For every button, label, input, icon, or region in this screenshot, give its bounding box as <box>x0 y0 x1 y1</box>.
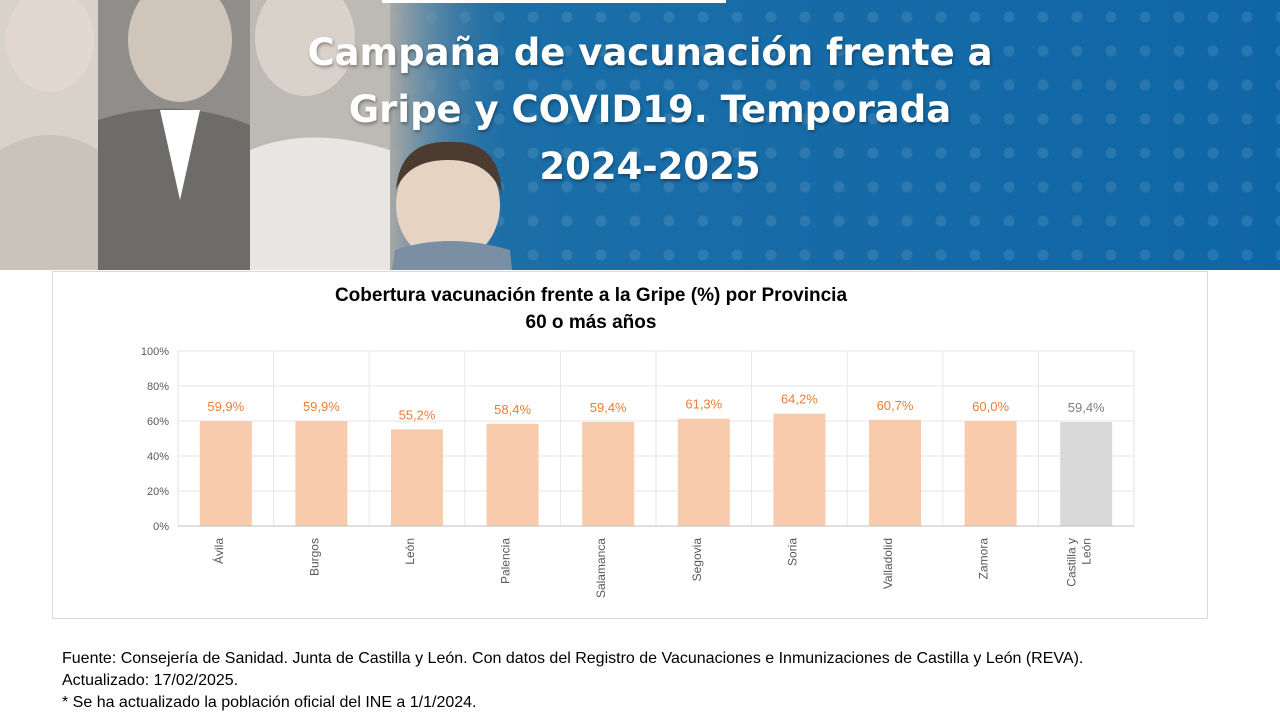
x-tick-label: Valladolid <box>881 538 895 589</box>
bar-value-label: 60,7% <box>877 398 914 413</box>
x-category-label: Salamanca <box>594 538 608 598</box>
bar <box>391 429 443 526</box>
bar <box>582 422 635 526</box>
banner-people-photo <box>0 0 520 270</box>
x-category-label: Castilla y León <box>1065 538 1094 587</box>
x-category-label: Palencia <box>499 538 513 584</box>
x-tick-label: Soria <box>785 538 799 566</box>
footer-source: Fuente: Consejería de Sanidad. Junta de … <box>62 650 1084 667</box>
bar-value-label: 61,3% <box>685 397 722 412</box>
banner-top-line <box>382 0 726 3</box>
x-category-label: Zamora <box>977 538 991 580</box>
bar <box>677 418 730 526</box>
bar <box>199 421 252 526</box>
x-tick-label: León <box>1080 538 1094 565</box>
bar <box>773 413 826 526</box>
y-tick-label: 20% <box>147 486 169 498</box>
x-tick-label: Segovia <box>690 538 704 582</box>
footer: Fuente: Consejería de Sanidad. Junta de … <box>62 648 1262 714</box>
x-category-label: Ávila <box>211 538 226 564</box>
bar <box>1060 422 1113 526</box>
x-tick-label: Salamanca <box>594 538 608 598</box>
bar <box>869 419 921 526</box>
bar-value-label: 55,2% <box>399 407 436 422</box>
bar <box>486 423 539 526</box>
footer-updated: Actualizado: 17/02/2025. <box>62 672 239 689</box>
x-category-label: León <box>403 538 417 565</box>
x-category-label: Segovia <box>690 538 704 582</box>
bar-value-label: 64,2% <box>781 392 818 407</box>
bar <box>964 421 1017 526</box>
y-tick-label: 80% <box>147 381 169 393</box>
x-category-label: Soria <box>785 538 799 566</box>
x-tick-label: Ávila <box>211 538 226 564</box>
bar-value-label: 59,4% <box>590 400 627 415</box>
y-tick-label: 0% <box>153 521 169 533</box>
footer-note: * Se ha actualizado la población oficial… <box>62 694 477 711</box>
x-tick-label: Palencia <box>499 538 513 584</box>
y-tick-label: 40% <box>147 451 169 463</box>
bar-value-label: 59,9% <box>207 399 244 414</box>
bar-value-label: 59,4% <box>1068 400 1105 415</box>
chart-title-line-1: Cobertura vacunación frente a la Gripe (… <box>334 285 848 306</box>
banner-title-line-1: Campaña de vacunación frente a <box>307 31 993 74</box>
bar-value-label: 59,9% <box>303 399 340 414</box>
x-category-label: Burgos <box>307 538 321 576</box>
x-tick-label: Castilla y <box>1065 538 1079 587</box>
x-tick-label: Burgos <box>307 538 321 576</box>
banner-dot-pattern <box>380 0 1280 270</box>
bar-value-label: 60,0% <box>972 399 1009 414</box>
bar <box>295 421 348 526</box>
banner-title-line-2: Gripe y COVID19. Temporada <box>348 88 952 131</box>
banner-title-line-3: 2024-2025 <box>539 145 761 188</box>
chart-title-line-2: 60 o más años <box>525 312 657 333</box>
x-tick-label: Zamora <box>977 538 991 580</box>
x-category-label: Valladolid <box>881 538 895 589</box>
banner-title: Campaña de vacunación frente a Gripe y C… <box>280 24 1020 195</box>
chart-title: Cobertura vacunación frente a la Gripe (… <box>52 282 1130 336</box>
x-tick-label: León <box>403 538 417 565</box>
y-tick-label: 60% <box>147 416 169 428</box>
header-banner: Campaña de vacunación frente a Gripe y C… <box>0 0 1280 270</box>
bar-value-label: 58,4% <box>494 402 531 417</box>
y-tick-label: 100% <box>141 346 169 358</box>
